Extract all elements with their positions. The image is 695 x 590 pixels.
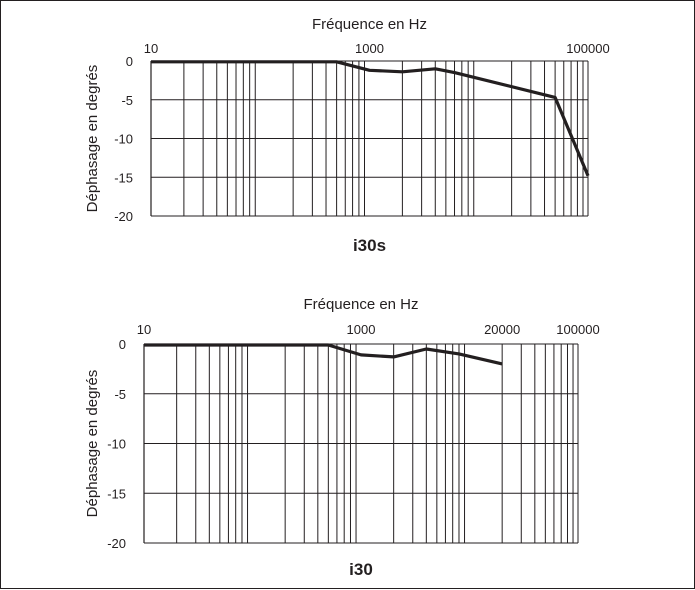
- y-tick-label: 0: [126, 54, 133, 69]
- chart-caption: i30s: [353, 236, 386, 255]
- phase-series-line: [144, 343, 503, 366]
- x-tick-label: 100000: [556, 322, 599, 337]
- y-tick-label: -20: [107, 536, 126, 551]
- x-tick-label: 20000: [484, 322, 520, 337]
- y-axis-title: Déphasage en degrés: [84, 370, 101, 518]
- y-tick-label: 0: [119, 337, 126, 352]
- x-axis-title: Fréquence en Hz: [312, 16, 427, 33]
- x-tick-label: 100000: [566, 41, 609, 56]
- x-tick-label: 10: [144, 41, 158, 56]
- x-tick-label: 1000: [355, 41, 384, 56]
- y-tick-label: -5: [114, 387, 126, 402]
- phase-series-line: [151, 60, 590, 177]
- y-tick-label: -15: [114, 170, 133, 185]
- x-tick-label: 1000: [347, 322, 376, 337]
- x-axis-title: Fréquence en Hz: [303, 296, 418, 313]
- chart-caption: i30: [349, 560, 373, 579]
- y-tick-label: -10: [114, 132, 133, 147]
- y-tick-label: -20: [114, 209, 133, 224]
- y-tick-label: -10: [107, 437, 126, 452]
- x-tick-label: 10: [137, 322, 151, 337]
- y-axis-title: Déphasage en degrés: [84, 65, 101, 213]
- y-tick-label: -5: [121, 93, 133, 108]
- y-tick-label: -15: [107, 486, 126, 501]
